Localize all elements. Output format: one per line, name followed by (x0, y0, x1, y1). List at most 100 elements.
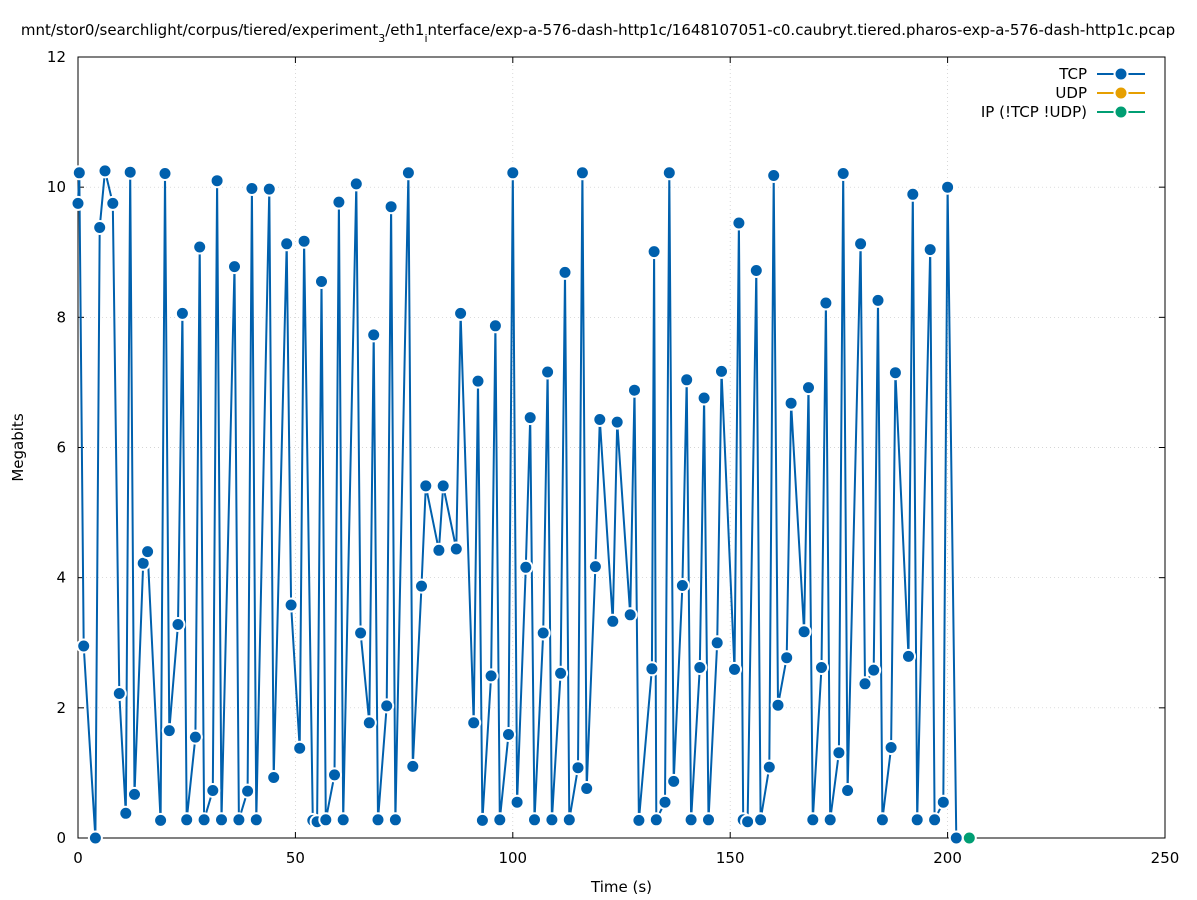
data-point (122, 164, 138, 180)
data-point (92, 220, 108, 235)
data-point (840, 783, 856, 798)
data-point (831, 745, 847, 761)
legend-swatch-marker (1113, 66, 1129, 82)
data-point (209, 173, 225, 189)
series-layer (70, 163, 977, 846)
data-point (857, 676, 873, 692)
data-point (448, 541, 464, 557)
data-point (648, 812, 664, 828)
data-point (922, 242, 938, 258)
data-point (561, 812, 577, 828)
x-axis-label: Time (s) (590, 878, 652, 896)
grid (78, 57, 1165, 838)
y-tick-label: 6 (56, 439, 66, 457)
y-tick-label: 12 (47, 48, 66, 66)
data-point (296, 233, 312, 249)
data-point (961, 830, 977, 846)
data-point (683, 812, 699, 828)
data-point (870, 292, 886, 308)
data-point (76, 638, 92, 654)
data-point (935, 794, 951, 810)
data-point (244, 181, 260, 196)
data-point (748, 263, 764, 278)
data-point (805, 812, 821, 828)
data-point (509, 794, 525, 810)
data-point (761, 759, 777, 775)
data-point (535, 625, 551, 641)
data-point (192, 239, 208, 255)
data-point (157, 166, 173, 181)
data-point (909, 812, 925, 828)
data-point (644, 661, 660, 677)
data-point (822, 812, 838, 828)
data-point (592, 412, 608, 427)
data-point (522, 410, 538, 426)
data-point (161, 723, 177, 739)
data-point (487, 318, 503, 334)
data-point (731, 215, 747, 231)
data-point (366, 327, 382, 343)
data-point (105, 195, 121, 211)
data-point (118, 805, 134, 821)
data-point (714, 363, 729, 379)
data-point (887, 365, 903, 381)
y-tick-label: 4 (56, 569, 66, 587)
data-point (753, 812, 769, 828)
series-ip-tcp-udp (961, 830, 977, 846)
legend-label: IP (!TCP !UDP) (981, 103, 1087, 121)
data-point (361, 715, 377, 731)
data-point (240, 783, 256, 799)
data-point (400, 165, 416, 181)
data-point (470, 373, 486, 389)
data-point (557, 264, 573, 280)
data-point (292, 740, 308, 756)
series-tcp (70, 163, 964, 846)
data-point (766, 168, 782, 183)
data-point (370, 812, 386, 828)
data-point (111, 686, 127, 701)
data-point (248, 812, 264, 828)
data-point (574, 165, 590, 181)
y-axis-label: Megabits (9, 413, 27, 481)
data-point (553, 665, 569, 681)
y-tick-label: 2 (56, 699, 66, 717)
data-point (261, 181, 277, 197)
x-tick-label: 200 (933, 849, 962, 867)
data-point (505, 165, 521, 181)
data-point (127, 786, 142, 802)
x-tick-label: 50 (286, 849, 305, 867)
data-point (140, 544, 156, 560)
data-point (696, 390, 712, 406)
data-point (231, 812, 247, 828)
data-point (587, 559, 603, 575)
data-point (527, 812, 542, 828)
x-tick-label: 0 (73, 849, 83, 867)
y-tick-label: 0 (56, 829, 66, 847)
data-point (279, 236, 295, 252)
data-point (666, 773, 682, 789)
data-point (383, 199, 399, 215)
data-point (948, 830, 964, 846)
data-point (70, 195, 86, 211)
data-point (622, 607, 638, 623)
data-point (453, 305, 469, 321)
axis-ticks: 0 50 100 150 200 250 0 2 4 6 8 10 12 (47, 48, 1179, 867)
x-tick-label: 150 (716, 849, 745, 867)
data-point (170, 617, 186, 632)
data-point (518, 559, 534, 575)
data-point (214, 812, 229, 828)
data-point (779, 650, 795, 666)
data-point (609, 414, 625, 430)
data-point (431, 542, 447, 558)
data-point (674, 578, 690, 593)
data-point (483, 668, 499, 684)
data-point (379, 698, 395, 714)
data-point (466, 715, 482, 731)
data-point (331, 194, 347, 210)
data-point (418, 478, 434, 494)
data-point (770, 697, 786, 713)
data-point (227, 259, 242, 275)
data-point (940, 179, 956, 195)
